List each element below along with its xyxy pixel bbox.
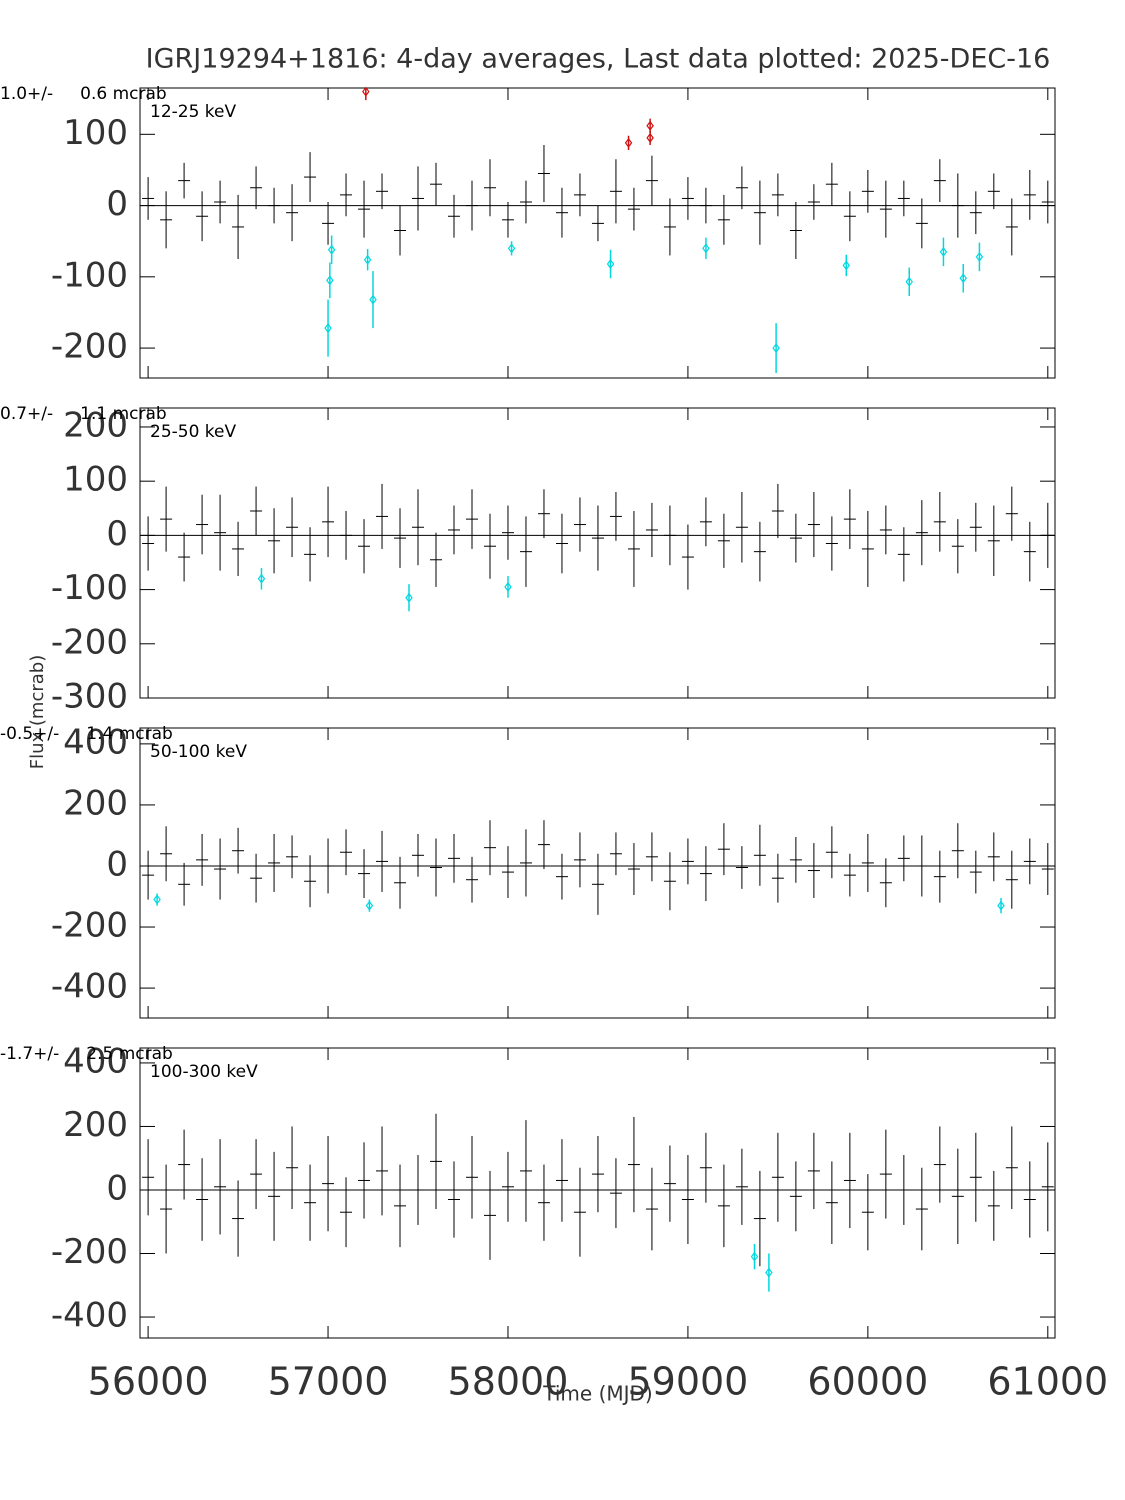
y-tick-label: 400	[63, 722, 128, 762]
data-point	[765, 1267, 773, 1278]
x-tick-label: 59000	[627, 1360, 748, 1404]
y-tick-label: 0	[106, 184, 128, 224]
data-point	[405, 592, 413, 603]
data-point	[939, 246, 948, 257]
data-point	[624, 137, 633, 148]
panel-band: 50-100 keV	[150, 742, 247, 762]
y-axis-label: Flux (mcrab)	[27, 655, 48, 769]
y-tick-label: 400	[63, 1041, 128, 1081]
y-tick-label: 0	[106, 1168, 128, 1208]
y-tick-label: 100	[63, 460, 128, 500]
panel-frame	[139, 407, 1056, 699]
data-point	[507, 243, 516, 254]
data-point	[646, 132, 654, 143]
data-point	[842, 260, 851, 271]
y-tick-label: -100	[51, 568, 128, 608]
data-point	[327, 244, 336, 255]
data-point	[997, 900, 1005, 911]
x-tick-label: 57000	[268, 1360, 389, 1404]
data-point	[702, 243, 710, 254]
data-point	[750, 1251, 759, 1262]
y-tick-label: 200	[63, 783, 128, 823]
data-point	[369, 294, 377, 305]
y-tick-label: -200	[51, 327, 128, 367]
x-tick-label: 58000	[448, 1360, 569, 1404]
y-tick-label: -200	[51, 906, 128, 946]
data-point	[606, 258, 615, 269]
chart-title: IGRJ19294+1816: 4-day averages, Last dat…	[146, 44, 1051, 75]
y-tick-label: -400	[51, 1296, 128, 1336]
data-point	[324, 323, 332, 334]
x-tick-label: 60000	[807, 1360, 928, 1404]
panel-stat: 1.0+/- 0.6 mcrab	[0, 84, 167, 104]
panel-frame	[139, 87, 1056, 379]
data-point	[153, 894, 161, 905]
data-point	[646, 120, 654, 131]
panel-band: 100-300 keV	[150, 1062, 258, 1082]
y-tick-label: 100	[63, 113, 128, 153]
panel-stat: -0.5+/- 1.4 mcrab	[0, 724, 173, 744]
y-tick-label: -300	[51, 677, 128, 717]
y-tick-label: 200	[63, 1105, 128, 1145]
x-tick-label: 56000	[88, 1360, 209, 1404]
panel-stat: 0.7+/- 1.1 mcrab	[0, 404, 167, 424]
panel-frame	[139, 1047, 1056, 1339]
y-tick-label: -100	[51, 255, 128, 295]
panel-band: 12-25 keV	[150, 102, 236, 122]
y-tick-label: -200	[51, 622, 128, 662]
y-tick-label: 0	[106, 844, 128, 884]
panel-stat: -1.7+/- 2.5 mcrab	[0, 1044, 173, 1064]
y-tick-label: 200	[63, 405, 128, 445]
data-point	[504, 581, 512, 592]
panel-band: 25-50 keV	[150, 422, 236, 442]
panel-frame	[139, 727, 1056, 1019]
data-point	[326, 275, 334, 286]
x-tick-label: 61000	[987, 1360, 1108, 1404]
data-point	[365, 900, 374, 911]
y-tick-label: -200	[51, 1232, 128, 1272]
data-point	[772, 343, 780, 354]
data-point	[257, 573, 266, 584]
y-tick-label: -400	[51, 967, 128, 1007]
y-tick-label: 0	[106, 514, 128, 554]
data-point	[905, 276, 913, 287]
data-point	[959, 273, 967, 284]
x-axis-label: Time (MJD)	[542, 1382, 652, 1406]
data-point	[362, 86, 370, 97]
data-point	[975, 251, 984, 262]
data-point	[363, 254, 372, 265]
